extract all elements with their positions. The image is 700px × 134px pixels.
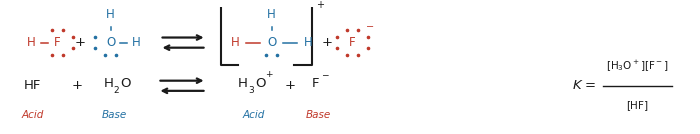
Text: 3: 3 — [248, 86, 254, 95]
Text: Base: Base — [306, 110, 331, 120]
Text: F: F — [312, 77, 319, 90]
Text: F: F — [349, 36, 356, 49]
Text: H: H — [231, 36, 239, 49]
Text: +: + — [285, 79, 296, 92]
Text: +: + — [71, 79, 83, 92]
Text: =: = — [584, 79, 596, 92]
Text: Acid: Acid — [242, 110, 265, 120]
Text: O: O — [106, 36, 116, 49]
Text: $\mathregular{[H_3O^+][F^-]}$: $\mathregular{[H_3O^+][F^-]}$ — [606, 58, 668, 73]
Text: H: H — [267, 8, 276, 21]
Text: H: H — [106, 8, 115, 21]
Text: F: F — [54, 36, 61, 49]
Text: H: H — [27, 36, 36, 49]
Text: $\mathregular{[HF]}$: $\mathregular{[HF]}$ — [626, 99, 648, 113]
Text: O: O — [120, 77, 131, 90]
Text: H: H — [304, 36, 312, 49]
Text: $K$: $K$ — [572, 79, 583, 92]
Text: −: − — [321, 70, 328, 79]
Text: +: + — [265, 70, 272, 79]
Text: +: + — [75, 36, 86, 49]
Text: O: O — [255, 77, 265, 90]
Text: H: H — [104, 77, 113, 90]
Text: Base: Base — [102, 110, 127, 120]
Text: O: O — [267, 36, 276, 49]
Text: HF: HF — [25, 79, 41, 92]
Text: 2: 2 — [113, 86, 119, 95]
Text: −: − — [366, 22, 375, 32]
Text: +: + — [316, 0, 323, 10]
Text: +: + — [321, 36, 332, 49]
Text: H: H — [238, 77, 248, 90]
Text: H: H — [132, 36, 141, 49]
Text: Acid: Acid — [22, 110, 44, 120]
